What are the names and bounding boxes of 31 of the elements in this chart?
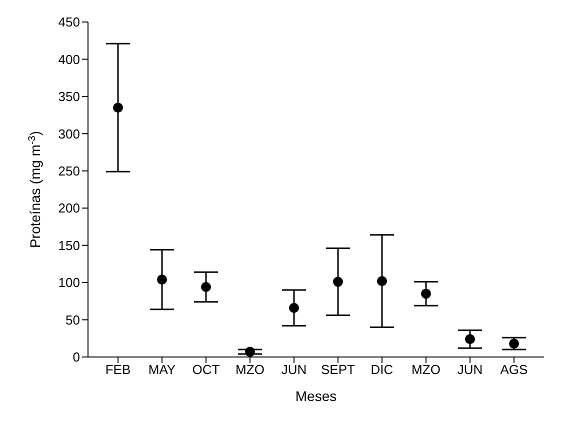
y-tick-label: 50	[66, 312, 80, 328]
x-tick-label: JUN	[457, 362, 483, 378]
x-tick-label: JUN	[281, 362, 307, 378]
point	[157, 274, 167, 285]
x-tick-label: OCT	[192, 362, 220, 378]
point	[333, 276, 343, 287]
x-tick-label: SEPT	[321, 362, 356, 378]
point	[201, 282, 211, 292]
x-tick-label: MZO	[412, 362, 440, 378]
x-tick-label: DIC	[370, 362, 394, 378]
x-tick-label: FEB	[105, 362, 131, 378]
x-tick-label: MZO	[236, 362, 264, 378]
y-tick-label: 0	[72, 350, 80, 365]
y-tick-label: 300	[58, 126, 80, 142]
point	[113, 102, 123, 113]
y-tick-label: 150	[58, 238, 80, 253]
point	[465, 334, 475, 344]
point	[377, 276, 387, 286]
x-tick-label: MAY	[148, 362, 176, 378]
y-tick-label: 400	[58, 52, 80, 67]
x-tick-label: AGS	[500, 362, 528, 378]
point	[421, 288, 431, 299]
y-tick-label: 450	[58, 14, 80, 30]
y-tick-label: 100	[58, 275, 80, 290]
y-tick-label: 350	[58, 89, 80, 104]
y-tick-label: 250	[58, 164, 80, 179]
point	[289, 302, 299, 313]
point	[245, 346, 255, 357]
x-axis-title: Meses	[295, 388, 337, 404]
point	[509, 338, 519, 349]
y-tick-label: 200	[58, 200, 80, 216]
